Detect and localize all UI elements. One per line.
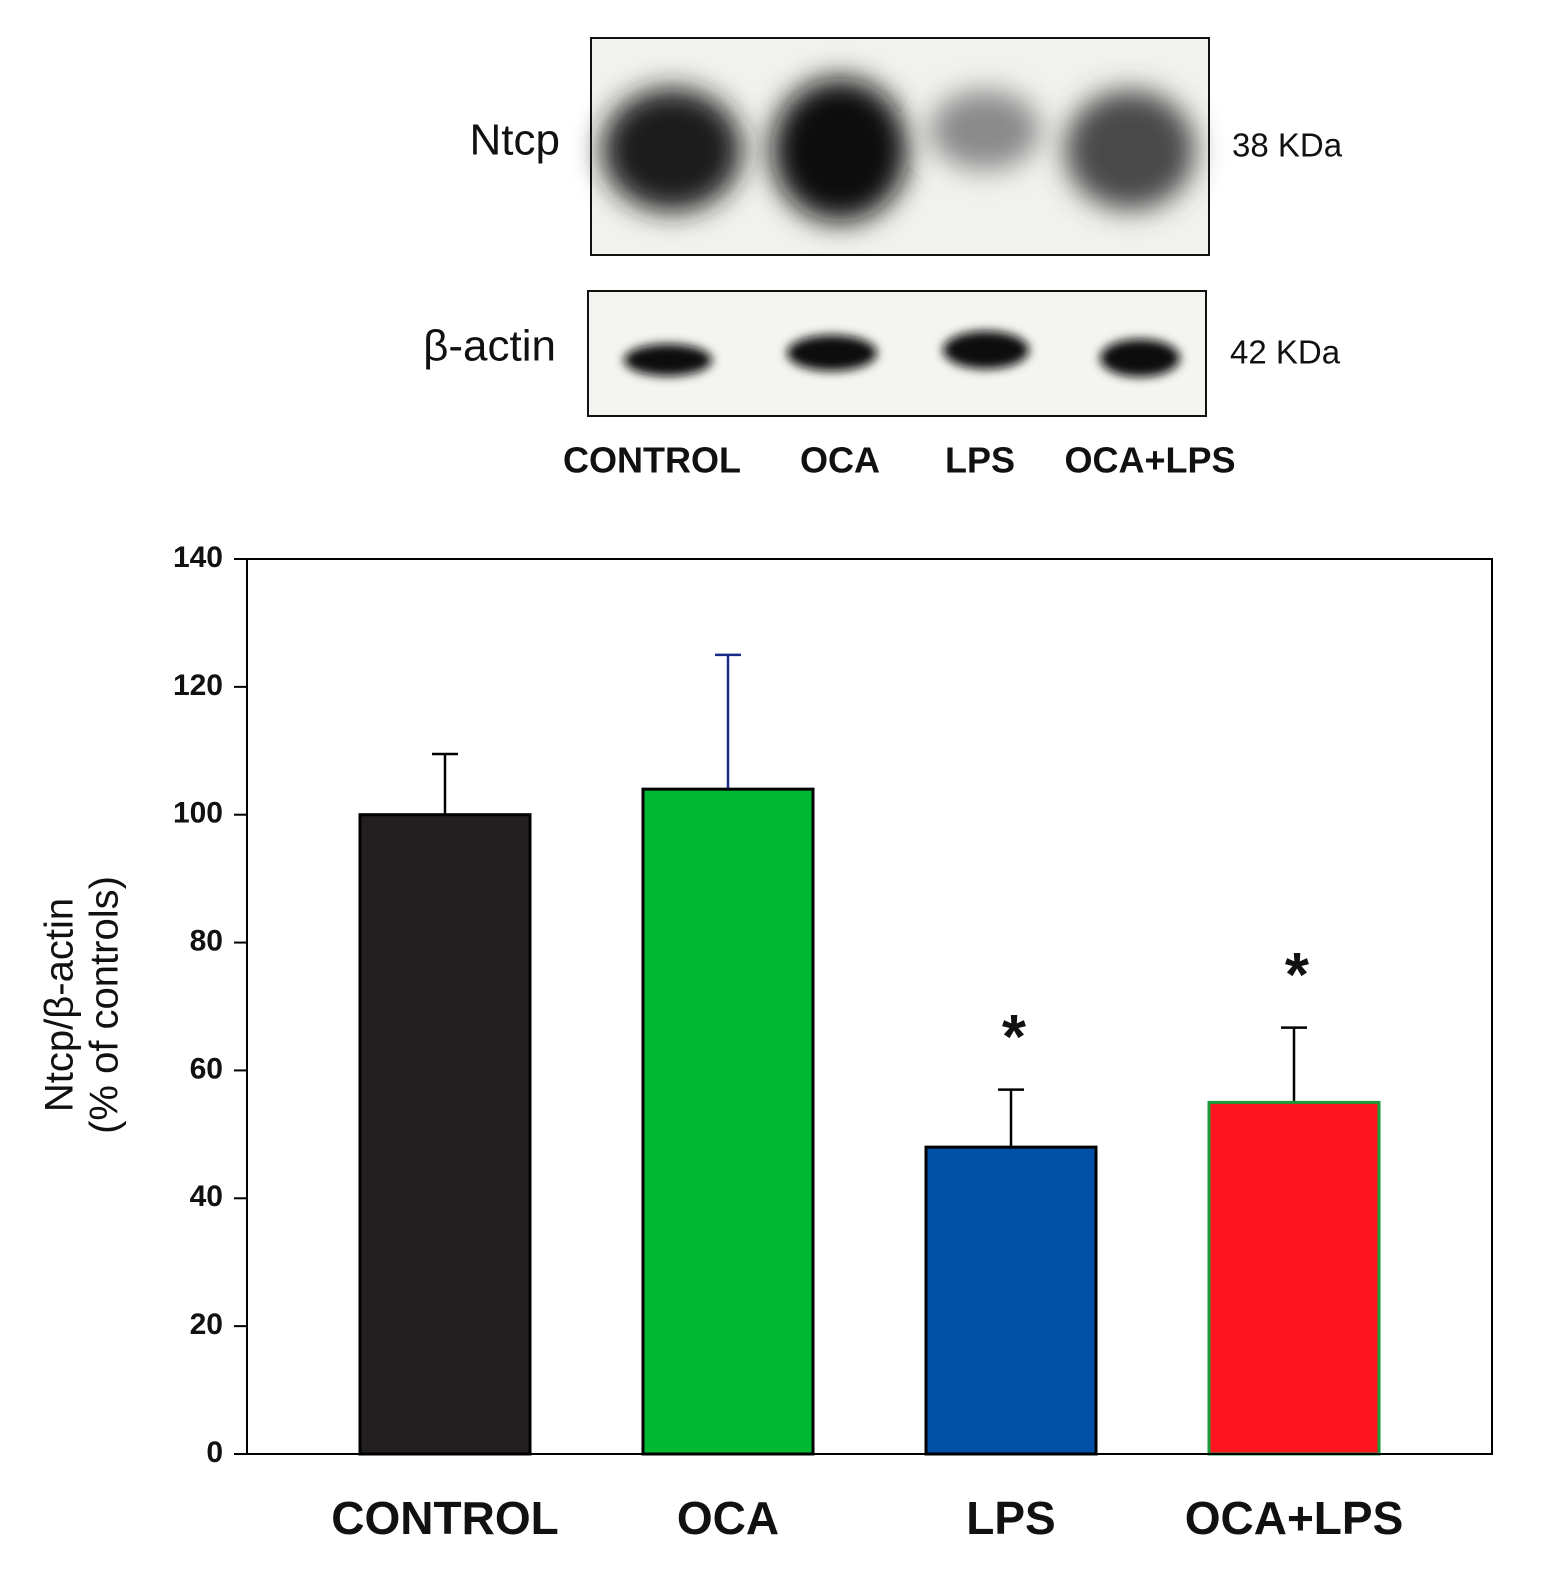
blot-size-label: 38 KDa xyxy=(1232,127,1343,164)
y-tick-label: 20 xyxy=(190,1308,223,1341)
x-tick-label: OCA xyxy=(677,1492,779,1544)
blot-row-label: Ntcp xyxy=(470,116,560,165)
bar xyxy=(358,813,532,1456)
blot-row-label: β-actin xyxy=(423,322,556,371)
y-tick-label: 120 xyxy=(173,669,223,702)
x-tick-label: LPS xyxy=(966,1492,1055,1544)
lane-label: LPS xyxy=(945,440,1015,481)
blot-bands xyxy=(624,331,1180,377)
x-tick-label: OCA+LPS xyxy=(1185,1492,1404,1544)
bar xyxy=(1207,1100,1381,1456)
lane-label: CONTROL xyxy=(563,440,741,481)
y-tick-label: 80 xyxy=(190,924,223,957)
y-axis-label: Ntcp/β-actin xyxy=(38,898,82,1112)
y-tick-label: 0 xyxy=(206,1436,223,1469)
y-tick-label: 140 xyxy=(173,541,223,574)
blot: Ntcp 38 KDa β-actin 42 KDa CONTROL OCA L… xyxy=(423,37,1343,481)
significance-marker: * xyxy=(1002,1003,1027,1072)
lane-label: OCA xyxy=(800,440,880,481)
y-axis-label: (% of controls) xyxy=(83,876,127,1134)
bar xyxy=(924,1145,1098,1456)
significance-marker: * xyxy=(1285,941,1310,1010)
y-tick-label: 60 xyxy=(190,1052,223,1085)
x-tick-label: CONTROL xyxy=(331,1492,558,1544)
plot-frame xyxy=(234,558,1493,1455)
bar xyxy=(641,787,815,1456)
blot-bands xyxy=(602,78,1195,222)
lane-label: OCA+LPS xyxy=(1064,440,1235,481)
y-tick-label: 100 xyxy=(173,797,223,830)
chart: 0 20 40 60 80 100 120 140 Ntcp/β-actin (% of cont… xyxy=(38,541,1493,1544)
blot-size-label: 42 KDa xyxy=(1230,334,1341,371)
y-tick-label: 40 xyxy=(190,1180,223,1213)
